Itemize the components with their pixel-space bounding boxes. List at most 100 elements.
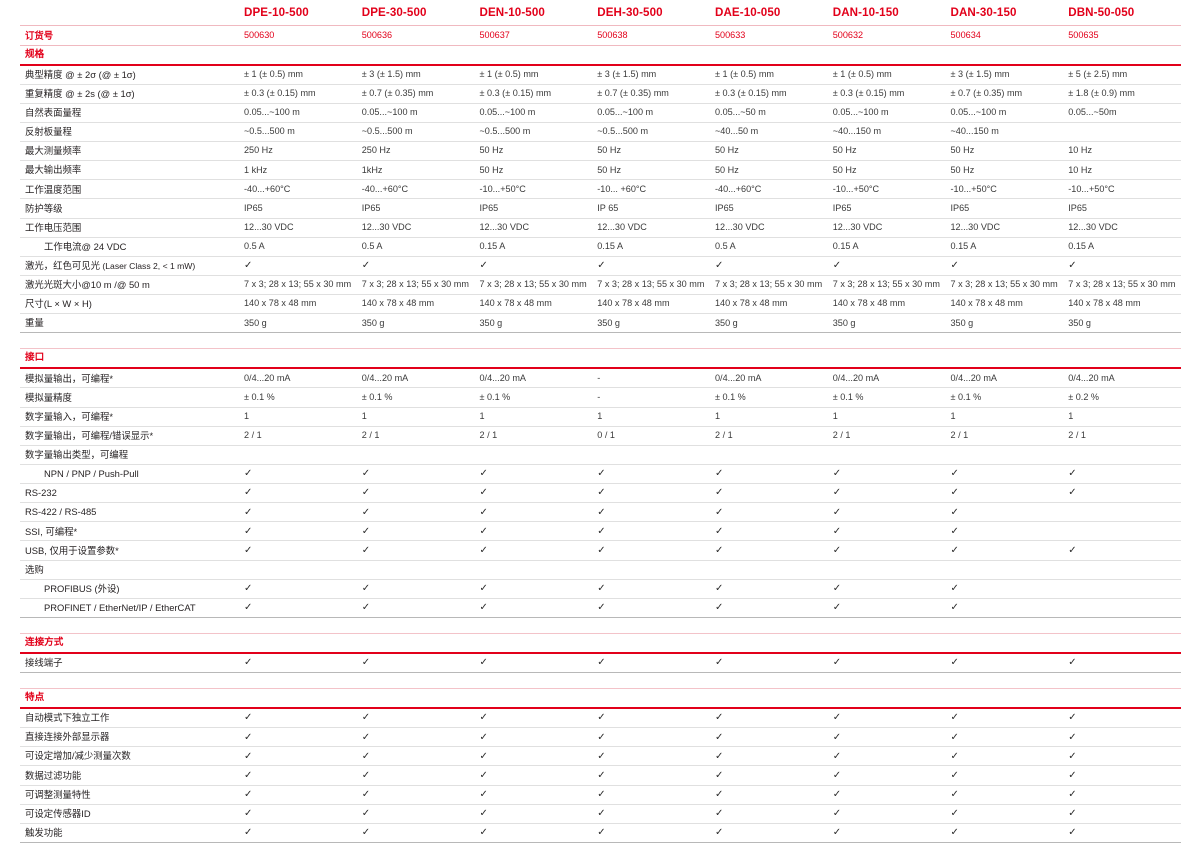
check-glyph: ✓ xyxy=(479,544,488,556)
cell-value: -10...+50°C xyxy=(945,179,1064,200)
cell-value: 12...30 VDC xyxy=(238,218,357,238)
cell-value: 12...30 VDC xyxy=(945,218,1064,238)
check-mark-icon: ✓ xyxy=(238,598,357,618)
cell-value: 50 Hz xyxy=(945,160,1064,181)
cell-value: 0.15 A xyxy=(474,237,593,257)
cell-value: 7 x 3; 28 x 13; 55 x 30 mm xyxy=(1063,275,1181,296)
check-mark-icon: ✓ xyxy=(592,598,710,618)
cell-value: 140 x 78 x 48 mm xyxy=(945,294,1064,315)
table-row: 可设定增加/减少测量次数 ✓ ✓ ✓ ✓ ✓ ✓ ✓ ✓ xyxy=(20,746,1181,767)
section-header-pad xyxy=(709,348,828,370)
check-mark-icon: ✓ xyxy=(709,540,828,561)
check-mark-icon: ✓ xyxy=(709,483,828,504)
cell-value: IP65 xyxy=(945,198,1064,219)
check-glyph: ✓ xyxy=(479,788,488,800)
cell-value: ± 0.1 % xyxy=(827,387,946,408)
cell-value: 1 xyxy=(356,407,475,427)
check-glyph: ✓ xyxy=(832,827,842,839)
check-glyph: ✓ xyxy=(714,468,724,480)
check-glyph: ✓ xyxy=(832,260,842,272)
check-mark-icon: ✓ xyxy=(356,483,475,504)
check-mark-icon: ✓ xyxy=(945,256,1064,276)
check-mark-icon: ✓ xyxy=(1063,708,1181,729)
check-glyph: ✓ xyxy=(479,602,488,614)
row-label: 最大输出频率 xyxy=(20,160,239,181)
row-label: 可设定增加/减少测量次数 xyxy=(20,746,239,767)
row-label: 可调整测量特性 xyxy=(20,785,239,805)
check-glyph: ✓ xyxy=(1068,657,1077,669)
section-header-pad xyxy=(592,348,710,370)
check-glyph: ✓ xyxy=(243,788,253,800)
cell-value xyxy=(945,445,1064,465)
check-glyph: ✓ xyxy=(1068,712,1077,724)
check-mark-icon: ✓ xyxy=(1063,765,1181,786)
row-label: 模拟量精度 xyxy=(20,387,239,408)
check-glyph: ✓ xyxy=(950,487,959,499)
check-glyph: ✓ xyxy=(714,544,724,556)
cell-value: 1 xyxy=(827,407,946,427)
check-mark-icon: ✓ xyxy=(474,483,593,504)
cell-value: 350 g xyxy=(238,313,357,334)
check-glyph: ✓ xyxy=(832,657,842,669)
check-mark-icon: ✓ xyxy=(238,804,357,824)
check-glyph: ✓ xyxy=(1068,827,1077,839)
section-header-pad xyxy=(945,688,1064,710)
row-label: 自动模式下独立工作 xyxy=(20,708,239,729)
cell-value: 50 Hz xyxy=(945,141,1064,162)
order-number-value: 500633 xyxy=(709,25,828,46)
section-header-pad xyxy=(238,632,357,654)
check-mark-icon: ✓ xyxy=(945,823,1064,843)
check-glyph: ✓ xyxy=(597,750,606,762)
cell-value xyxy=(592,445,710,465)
check-mark-icon: ✓ xyxy=(945,727,1064,748)
cell-value: 140 x 78 x 48 mm xyxy=(356,294,475,315)
check-mark-icon: ✓ xyxy=(827,823,946,843)
check-glyph: ✓ xyxy=(832,731,842,743)
check-glyph: ✓ xyxy=(361,487,371,499)
table-row: 数字量输入，可编程* 1 1 1 1 1 1 1 1 xyxy=(20,407,1181,427)
check-glyph: ✓ xyxy=(832,468,842,480)
check-mark-icon: ✓ xyxy=(474,708,593,729)
cell-value xyxy=(709,445,828,465)
cell-value: 7 x 3; 28 x 13; 55 x 30 mm xyxy=(474,275,593,296)
section-header-pad xyxy=(238,348,357,370)
check-mark-icon: ✓ xyxy=(592,652,710,674)
cell-value: ± 0.1 % xyxy=(709,387,828,408)
check-mark-icon: ✓ xyxy=(827,785,946,805)
check-mark-icon: ✓ xyxy=(827,502,946,523)
row-label: 最大测量频率 xyxy=(20,141,239,162)
cell-value: ± 1 (± 0.5) mm xyxy=(709,64,828,85)
check-mark-icon: ✓ xyxy=(592,823,710,843)
check-mark-icon: ✓ xyxy=(474,785,593,805)
check-mark-icon: ✓ xyxy=(827,765,946,786)
check-mark-icon: ✓ xyxy=(827,464,946,485)
check-mark-icon: ✓ xyxy=(945,804,1064,824)
cell-value: 12...30 VDC xyxy=(474,218,593,238)
cell-value: 50 Hz xyxy=(827,160,946,181)
check-glyph: ✓ xyxy=(597,602,606,614)
check-mark-icon: ✓ xyxy=(827,540,946,561)
check-mark-icon: ✓ xyxy=(945,746,1064,767)
cell-value: ± 0.1 % xyxy=(238,387,357,408)
section-header-pad xyxy=(827,44,946,66)
cell-value: 1 xyxy=(709,407,828,427)
cell-value: IP65 xyxy=(356,198,475,219)
table-row: 选购 xyxy=(20,560,1181,580)
cell-value: 2 / 1 xyxy=(356,426,475,446)
table-row: 最大输出频率 1 kHz 1kHz 50 Hz 50 Hz 50 Hz 50 Hz 50 Hz… xyxy=(20,160,1181,181)
check-glyph: ✓ xyxy=(361,827,371,839)
cell-value: 2 / 1 xyxy=(709,426,828,446)
check-mark-icon: ✓ xyxy=(945,598,1064,618)
cell-value: 7 x 3; 28 x 13; 55 x 30 mm xyxy=(356,275,475,296)
check-mark-icon: ✓ xyxy=(238,256,357,276)
check-glyph: ✓ xyxy=(479,506,488,518)
table-row: PROFIBUS (外设) ✓ ✓ ✓ ✓ ✓ ✓ ✓ xyxy=(20,579,1181,599)
check-mark-icon: ✓ xyxy=(474,579,593,599)
section-header-特点: 特点 xyxy=(20,688,1181,710)
check-mark-icon: ✓ xyxy=(356,540,475,561)
check-mark-icon: ✓ xyxy=(945,483,1064,504)
check-glyph: ✓ xyxy=(479,731,488,743)
check-glyph: ✓ xyxy=(832,808,842,820)
check-mark-icon: ✓ xyxy=(1063,256,1181,276)
section-header-pad xyxy=(474,348,593,370)
